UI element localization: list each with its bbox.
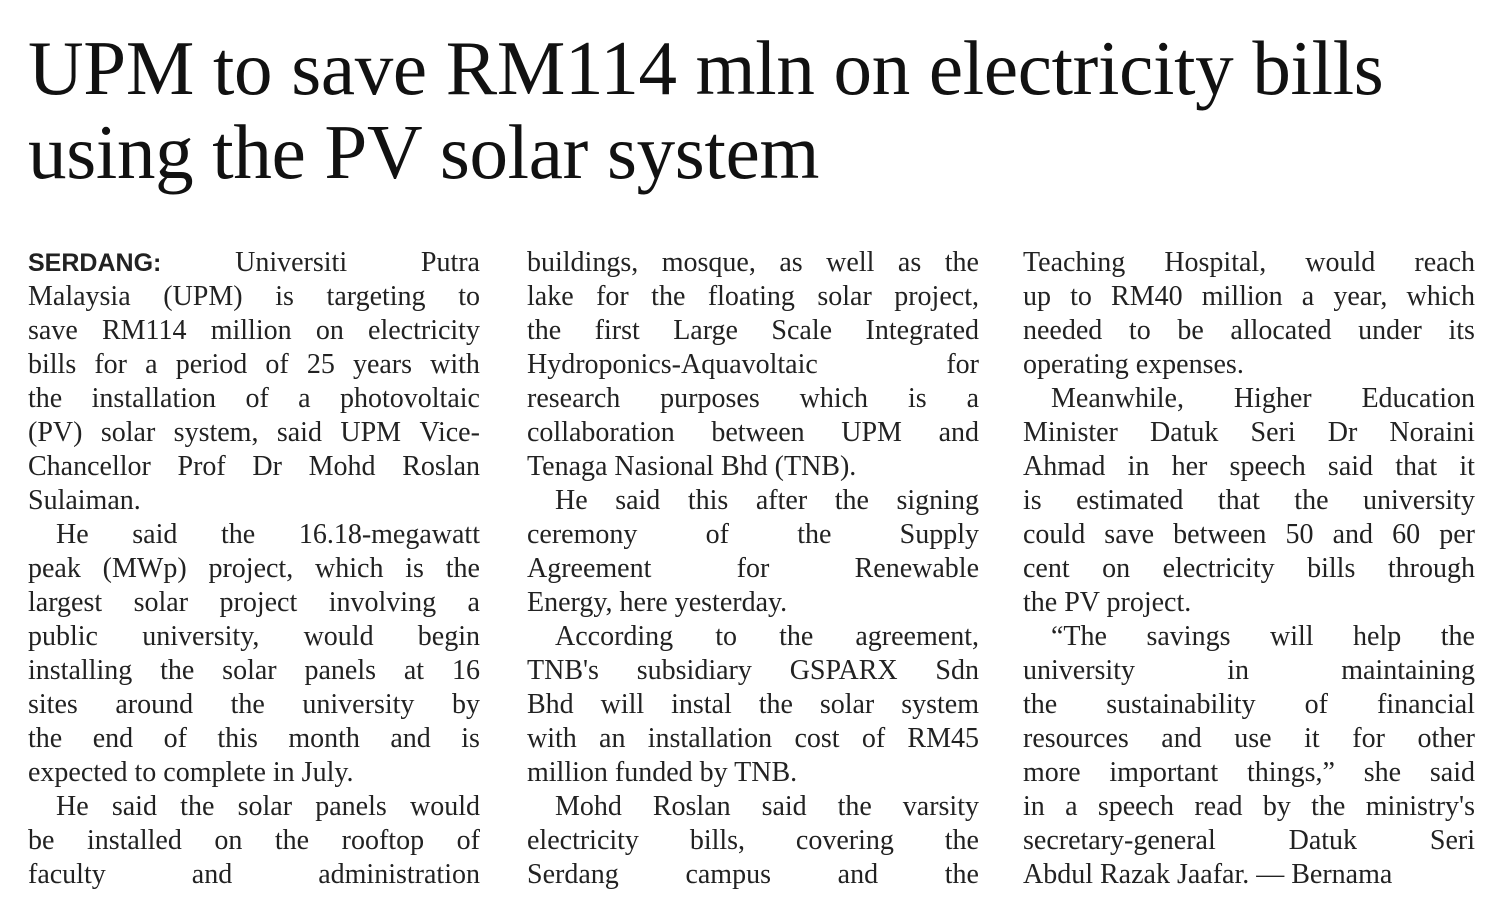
article-line: buildings, mosque, as well as the — [527, 247, 979, 278]
article-line-text: Abdul Razak Jaafar. — Bernama — [1023, 859, 1393, 890]
article-line: university in maintaining — [1023, 655, 1475, 686]
dateline: SERDANG: — [28, 249, 162, 277]
article-line: sites around the university by — [28, 689, 480, 720]
article-line-text: expected to complete in July. — [28, 757, 354, 788]
article-line: secretary-general Datuk Seri — [1023, 825, 1475, 856]
article-line: Meanwhile, Higher Education — [1051, 383, 1475, 414]
article-line: up to RM40 million a year, which — [1023, 281, 1475, 312]
article-line: collaboration between UPM and — [527, 417, 979, 448]
article-line: operating expenses. — [1023, 348, 1475, 382]
headline-line-1: UPM to save RM114 mln on electricity bil… — [28, 25, 1384, 111]
article-line-text: Sulaiman. — [28, 485, 141, 516]
article-line: “The savings will help the — [1051, 621, 1475, 652]
article-line: Mohd Roslan said the varsity — [555, 791, 979, 822]
article-column-1: SERDANG: Universiti Putra Malaysia (UPM) is ta… — [28, 246, 480, 892]
article-line-text: the PV project. — [1023, 587, 1192, 618]
article-line: Minister Datuk Seri Dr Noraini — [1023, 417, 1475, 448]
article-line: lake for the floating solar project, — [527, 281, 979, 312]
article-line: could save between 50 and 60 per — [1023, 519, 1475, 550]
article-line: the PV project. — [1023, 586, 1475, 620]
article-line-text: million funded by TNB. — [527, 757, 798, 788]
article-line: research purposes which is a — [527, 383, 979, 414]
article-line-text: Energy, here yesterday. — [527, 587, 788, 618]
article-line: Ahmad in her speech said that it — [1023, 451, 1475, 482]
article-line: He said the 16.18-megawatt — [56, 519, 480, 550]
article-column-2: buildings, mosque, as well as the lake for the fl… — [527, 246, 979, 892]
article-line: bills for a period of 25 years with — [28, 349, 480, 380]
headline: UPM to save RM114 mln on electricity bil… — [28, 26, 1488, 194]
article-line: expected to complete in July. — [28, 756, 480, 790]
article-line: the end of this month and is — [28, 723, 480, 754]
article-line: Agreement for Renewable — [527, 553, 979, 584]
article-line: be installed on the rooftop of — [28, 825, 480, 856]
article-line: the installation of a photovoltaic — [28, 383, 480, 414]
article-line: electricity bills, covering the — [527, 825, 979, 856]
article-line: SERDANG: Universiti Putra — [28, 247, 480, 278]
article-line: Chancellor Prof Dr Mohd Roslan — [28, 451, 480, 482]
article-line: Bhd will instal the solar system — [527, 689, 979, 720]
article-line-text: operating expenses. — [1023, 349, 1244, 380]
article-line: TNB's subsidiary GSPARX Sdn — [527, 655, 979, 686]
article-line: Tenaga Nasional Bhd (TNB). — [527, 450, 979, 484]
article-line: the sustainability of financial — [1023, 689, 1475, 720]
article-line: is estimated that the university — [1023, 485, 1475, 516]
article-line: installing the solar panels at 16 — [28, 655, 480, 686]
article-line: million funded by TNB. — [527, 756, 979, 790]
article-line: faculty and administration — [28, 859, 480, 890]
article-line: ceremony of the Supply — [527, 519, 979, 550]
article-line: Hydroponics-Aquavoltaic for — [527, 349, 979, 380]
article-line: public university, would begin — [28, 621, 480, 652]
article-line-text: Tenaga Nasional Bhd (TNB). — [527, 451, 857, 482]
article-line: Abdul Razak Jaafar. — Bernama — [1023, 858, 1475, 892]
article-line: Teaching Hospital, would reach — [1023, 247, 1475, 278]
article-line: (PV) solar system, said UPM Vice- — [28, 417, 480, 448]
article-line: needed to be allocated under its — [1023, 315, 1475, 346]
article-line: According to the agreement, — [555, 621, 979, 652]
article-line: Malaysia (UPM) is targeting to — [28, 281, 480, 312]
headline-line-2: using the PV solar system — [28, 109, 820, 195]
article-line: cent on electricity bills through — [1023, 553, 1475, 584]
article-line: with an installation cost of RM45 — [527, 723, 979, 754]
article-line: Serdang campus and the — [527, 859, 979, 890]
article-line: He said the solar panels would — [56, 791, 480, 822]
article-line: largest solar project involving a — [28, 587, 480, 618]
article-column-3: Teaching Hospital, would reach up to RM40 milli… — [1023, 246, 1475, 892]
article-line: resources and use it for other — [1023, 723, 1475, 754]
article-line: the first Large Scale Integrated — [527, 315, 979, 346]
article-line: peak (MWp) project, which is the — [28, 553, 480, 584]
article-line: He said this after the signing — [555, 485, 979, 516]
article-line: Sulaiman. — [28, 484, 480, 518]
article-line: more important things,” she said — [1023, 757, 1475, 788]
article-line: in a speech read by the ministry's — [1023, 791, 1475, 822]
article-line: save RM114 million on electricity — [28, 315, 480, 346]
article-line: Energy, here yesterday. — [527, 586, 979, 620]
